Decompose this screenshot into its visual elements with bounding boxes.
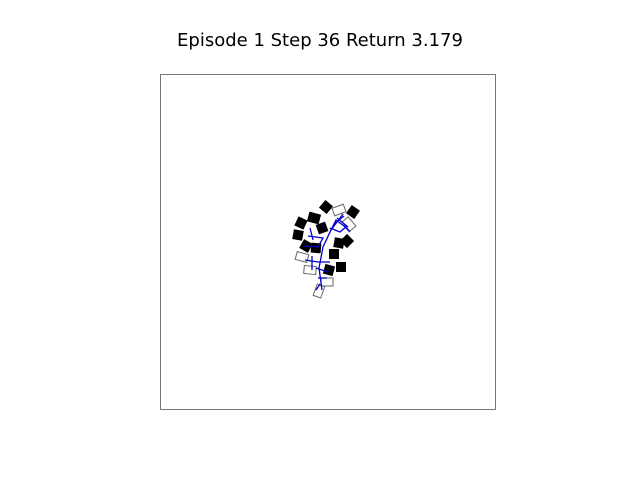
filled-block [336,262,346,272]
link-branch [329,225,348,233]
filled-blocks [292,199,360,277]
filled-block [315,221,329,235]
filled-block [322,263,336,277]
link-branch [303,235,325,248]
filled-block [306,211,322,225]
episode-title: Episode 1 Step 36 Return 3.179 [177,30,463,51]
link-branch [309,227,314,241]
filled-block [329,249,339,259]
outline-block [331,203,347,217]
filled-block [292,229,304,241]
arena-boundary [160,74,496,410]
link-branch [315,283,321,291]
link-branch [304,259,330,263]
outline-block [320,277,334,287]
filled-block [294,216,308,230]
filled-block [318,199,334,215]
outline-block [294,250,310,264]
link-structure [303,213,351,291]
link-spine [318,213,344,291]
filled-block [346,205,360,219]
link-branch [333,215,345,225]
outline-blocks [294,203,357,299]
filled-block [333,237,345,249]
link-branch [315,267,329,273]
outline-block [303,264,317,276]
link-branch [330,219,351,233]
